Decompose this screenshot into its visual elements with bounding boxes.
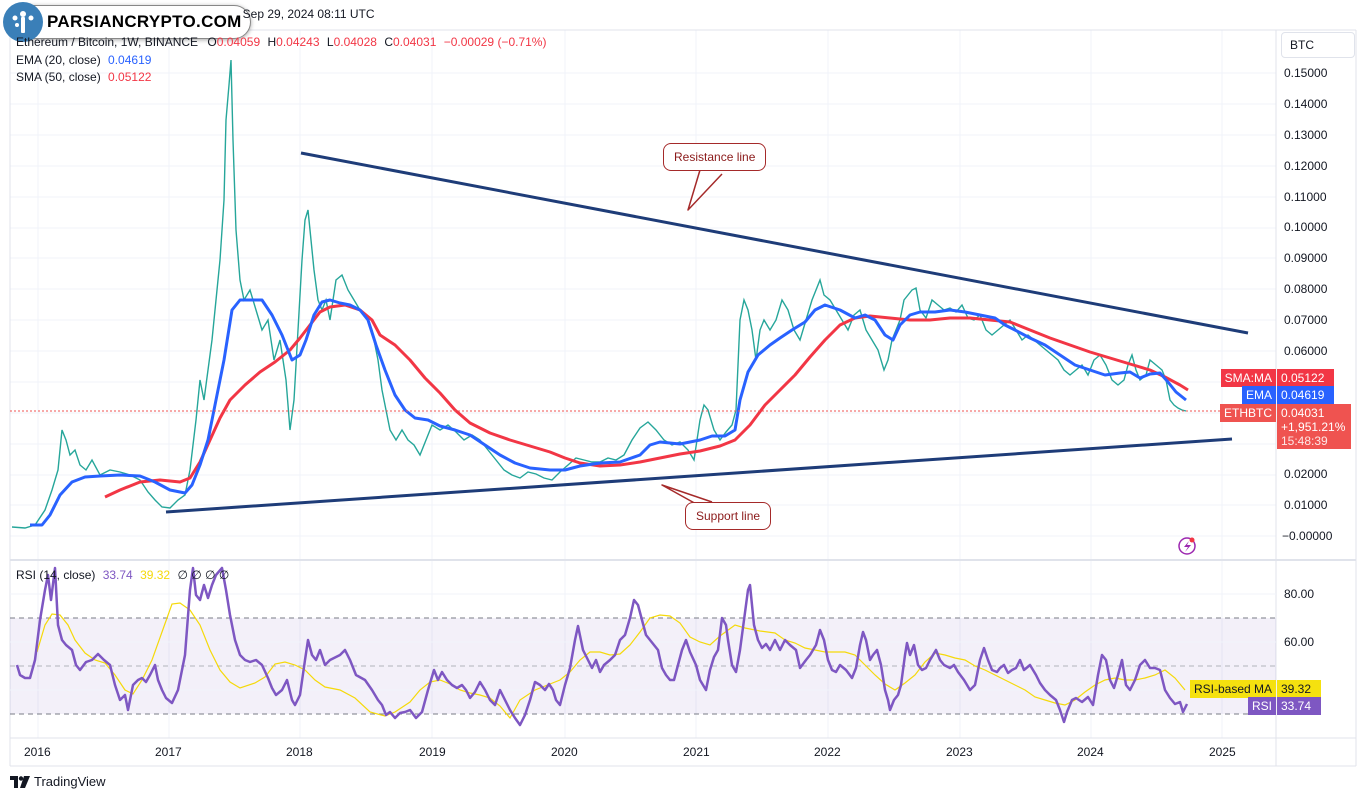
price-tick: 0.01000 (1284, 498, 1328, 512)
time-grid (37, 30, 1223, 738)
time-tick: 2019 (419, 745, 446, 759)
price-tick: 0.14000 (1284, 97, 1328, 111)
support-callout-pointer (661, 484, 713, 506)
change-value: −0.00029 (−0.71%) (443, 35, 547, 49)
support-line[interactable] (165, 437, 1233, 514)
price-tick: 0.09000 (1284, 251, 1328, 265)
rsi-tag-value: 33.74 (1277, 697, 1321, 715)
sma-line (104, 303, 1189, 499)
price-tick: 0.11000 (1284, 190, 1327, 204)
high-label: H (267, 35, 277, 49)
ema-tag-label: EMA (1241, 386, 1276, 404)
high-value: 0.04243 (276, 35, 320, 49)
price-tick: 0.12000 (1284, 159, 1328, 173)
last-price-tag: 0.04031 +1,951.21% 15:48:39 (1277, 404, 1351, 449)
sma-legend[interactable]: SMA (50, close) 0.05122 (16, 68, 151, 86)
time-tick: 2024 (1077, 745, 1104, 759)
lightning-alert-icon[interactable] (1178, 537, 1196, 555)
time-tick: 2020 (551, 745, 578, 759)
time-tick: 2021 (683, 745, 710, 759)
rsi-legend[interactable]: RSI (14, close) 33.74 39.32 ∅ ∅ ∅ ∅ (16, 566, 229, 584)
price-tick: 0.02000 (1284, 467, 1328, 481)
rsi-legend-label: RSI (14, close) (16, 568, 96, 582)
sma-legend-value: 0.05122 (108, 70, 152, 84)
last-price-value: 0.04031 (1281, 406, 1325, 420)
price-tick: 0.10000 (1284, 220, 1328, 234)
rsi-ma-tag-value: 39.32 (1277, 680, 1321, 698)
symbol-label: Ethereum / Bitcoin, 1W, BINANCE (16, 35, 199, 49)
parsiancrypto-logo-icon (3, 2, 43, 42)
low-value: 0.04028 (333, 35, 377, 49)
time-tick: 2023 (946, 745, 973, 759)
sma-legend-label: SMA (50, close) (16, 70, 101, 84)
close-value: 0.04031 (392, 35, 437, 49)
rsi-ma-tag-label: RSI-based MA (1189, 680, 1276, 698)
symbol-tag: ETHBTC (1220, 404, 1276, 422)
sma-tag-value: 0.05122 (1277, 369, 1334, 387)
timestamp-text: Sep 29, 2024 08:11 UTC (242, 7, 375, 21)
candles (11, 59, 1187, 529)
ema-line (30, 298, 1187, 527)
price-tick: 0.13000 (1284, 128, 1328, 142)
rsi-tag-label: RSI (1247, 697, 1276, 715)
close-label: C (384, 35, 393, 49)
sma-tag-label: SMA:MA (1220, 369, 1276, 387)
price-tick: 0.15000 (1284, 66, 1328, 80)
last-price-change: +1,951.21% (1281, 420, 1346, 434)
open-value: 0.04059 (216, 35, 261, 49)
open-label: O (207, 35, 217, 49)
tradingview-logo-icon (10, 775, 30, 788)
price-tick: −0.00000 (1282, 529, 1333, 543)
watermark-text: PARSIANCRYPTO.COM (47, 12, 242, 31)
price-tick: 0.07000 (1284, 313, 1328, 327)
time-tick: 2025 (1209, 745, 1236, 759)
watermark-badge: PARSIANCRYPTO.COM (3, 2, 251, 42)
price-tick: 0.08000 (1284, 282, 1328, 296)
resistance-callout[interactable]: Resistance line (663, 143, 767, 171)
rsi-legend-value: 33.74 (102, 568, 133, 582)
rsi-grid (10, 593, 1276, 691)
symbol-legend[interactable]: Ethereum / Bitcoin, 1W, BINANCE O0.04059… (16, 33, 546, 51)
rsi-line (15, 566, 1189, 727)
resistance-callout-pointer (687, 169, 723, 211)
rsi-tick: 60.00 (1284, 635, 1315, 649)
tradingview-text: TradingView (34, 774, 106, 789)
currency-selector[interactable]: BTC (1281, 32, 1355, 58)
ema-legend[interactable]: EMA (20, close) 0.04619 (16, 51, 151, 69)
chart-timestamp: , Sep 29, 2024 08:11 UTC (236, 7, 375, 21)
ema-legend-label: EMA (20, close) (16, 53, 101, 67)
low-label: L (326, 35, 334, 49)
ema-tag-value: 0.04619 (1277, 386, 1334, 404)
bar-countdown: 15:48:39 (1281, 434, 1328, 448)
price-tick: 0.06000 (1284, 344, 1328, 358)
support-callout[interactable]: Support line (685, 502, 772, 530)
rsi-ma-legend-value: 39.32 (140, 568, 171, 582)
rsi-tick: 80.00 (1284, 587, 1315, 601)
time-tick: 2018 (286, 745, 313, 759)
tradingview-brand[interactable]: TradingView (10, 774, 106, 789)
ema-legend-value: 0.04619 (108, 53, 152, 67)
rsi-legend-extra: ∅ ∅ ∅ ∅ (177, 568, 230, 582)
time-tick: 2022 (814, 745, 841, 759)
time-tick: 2016 (24, 745, 51, 759)
time-tick: 2017 (155, 745, 182, 759)
resistance-line[interactable] (300, 151, 1249, 335)
